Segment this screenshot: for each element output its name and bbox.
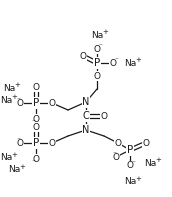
Text: Na: Na	[91, 31, 103, 40]
Text: P: P	[94, 58, 100, 68]
Text: ⁻: ⁻	[31, 157, 35, 166]
Text: O: O	[49, 98, 56, 108]
Text: O: O	[100, 112, 108, 121]
Text: ⁻: ⁻	[98, 42, 102, 50]
Text: N: N	[82, 125, 90, 135]
Text: +: +	[19, 164, 25, 170]
Text: O: O	[17, 138, 24, 148]
Text: P: P	[33, 138, 39, 148]
Text: +: +	[14, 82, 20, 88]
Text: Na: Na	[0, 96, 12, 104]
Text: O: O	[110, 59, 116, 68]
Text: ⁻: ⁻	[131, 159, 135, 167]
Text: Na: Na	[3, 84, 15, 93]
Text: P: P	[127, 145, 133, 155]
Text: Na: Na	[0, 153, 12, 163]
Text: O: O	[115, 138, 121, 148]
Text: ⁻: ⁻	[112, 149, 116, 158]
Text: ⁻: ⁻	[31, 117, 35, 126]
Text: +: +	[155, 157, 161, 163]
Text: P: P	[33, 98, 39, 108]
Text: N: N	[82, 97, 90, 107]
Text: Na: Na	[8, 165, 20, 175]
Text: Na: Na	[144, 159, 156, 167]
Text: +: +	[102, 29, 108, 35]
Text: O: O	[112, 152, 120, 162]
Text: +: +	[135, 57, 141, 63]
Text: +: +	[11, 152, 17, 158]
Text: O: O	[49, 138, 56, 148]
Text: O: O	[33, 154, 40, 164]
Text: O: O	[94, 45, 100, 54]
Text: Na: Na	[124, 177, 136, 187]
Text: O: O	[33, 114, 40, 124]
Text: ⁻: ⁻	[114, 56, 118, 64]
Text: O: O	[17, 98, 24, 108]
Text: Na: Na	[124, 59, 136, 68]
Text: O: O	[79, 51, 87, 60]
Text: O: O	[142, 138, 149, 148]
Text: O: O	[126, 162, 133, 170]
Text: O: O	[33, 123, 40, 132]
Text: +: +	[135, 176, 141, 182]
Text: O: O	[94, 72, 100, 81]
Text: C: C	[83, 111, 89, 121]
Text: +: +	[11, 94, 17, 100]
Text: ⁻: ⁻	[16, 135, 20, 144]
Text: ⁻: ⁻	[16, 95, 20, 104]
Text: O: O	[33, 83, 40, 91]
